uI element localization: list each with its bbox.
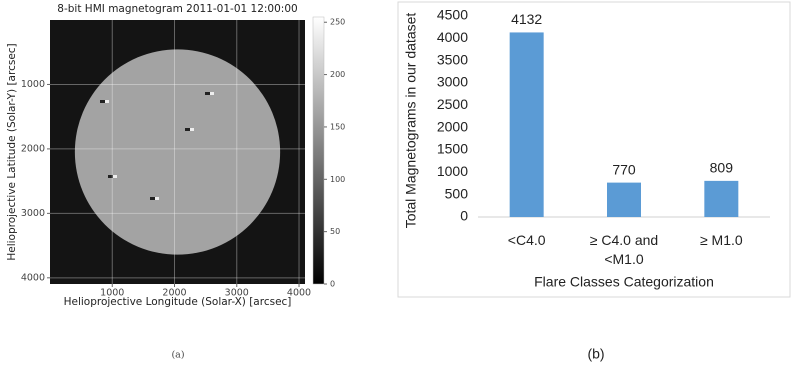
colorbar-tick-label: 200: [330, 70, 345, 79]
bar: [510, 32, 544, 217]
caption: (b): [587, 346, 604, 362]
data-label: 4132: [511, 11, 542, 27]
y-tick-label: 1000: [437, 163, 468, 179]
y-tick-label: 3000: [437, 74, 468, 90]
colorbar-tick-label: 0: [330, 280, 335, 289]
x-tick-label: ≥ M1.0: [671, 231, 771, 250]
data-label: 770: [612, 161, 636, 177]
caption: (a): [171, 350, 184, 361]
y-axis-label: Helioprojective Latitude (Solar-Y) [arcs…: [6, 43, 18, 260]
x-tick-label-box: <C4.0: [477, 231, 577, 275]
active-region: [185, 128, 190, 131]
active-region: [210, 92, 214, 95]
y-tick-label: 4000: [437, 29, 468, 45]
x-axis-label: Helioprojective Longitude (Solar-X) [arc…: [64, 296, 292, 308]
bar: [704, 181, 738, 217]
y-tick-label: 2000: [437, 118, 468, 134]
x-tick-label-box: ≥ M1.0: [671, 231, 771, 275]
colorbar-tick-label: 100: [330, 175, 345, 184]
y-tick-label: 3500: [437, 51, 468, 67]
colorbar-tick-label: 50: [330, 227, 340, 236]
y-tick-label: 4000: [21, 272, 45, 283]
active-region: [100, 100, 105, 103]
y-tick-label: 1000: [21, 79, 45, 90]
x-axis-label: Flare Classes Categorization: [534, 274, 714, 290]
x-tick-label: ≥ C4.0 and <M1.0: [574, 231, 674, 269]
active-region: [105, 100, 109, 103]
active-region: [113, 175, 117, 178]
chart-title: 8-bit HMI magnetogram 2011-01-01 12:00:0…: [57, 3, 297, 15]
figure: 8-bit HMI magnetogram 2011-01-01 12:00:0…: [0, 0, 800, 371]
colorbar: [313, 17, 324, 284]
y-tick-label: 1500: [437, 141, 468, 157]
active-region: [155, 197, 159, 200]
y-tick-label: 0: [460, 208, 468, 224]
x-tick-label-box: ≥ C4.0 and <M1.0: [574, 231, 674, 275]
active-region: [150, 197, 155, 200]
y-tick-label: 3000: [21, 208, 45, 219]
y-axis-label: Total Magnetograms in our dataset: [403, 13, 419, 229]
solar-disk: [75, 49, 280, 254]
panel-a: 8-bit HMI magnetogram 2011-01-01 12:00:0…: [6, 3, 345, 361]
x-tick-label: <C4.0: [477, 231, 577, 250]
active-region: [205, 92, 210, 95]
y-tick-label: 2000: [21, 143, 45, 154]
active-region: [190, 128, 194, 131]
colorbar-tick-label: 150: [330, 122, 345, 131]
y-tick-label: 4500: [437, 7, 468, 23]
bar: [607, 183, 641, 217]
y-tick-label: 2500: [437, 96, 468, 112]
data-label: 809: [710, 160, 734, 176]
colorbar-tick-label: 250: [330, 18, 345, 27]
y-tick-label: 500: [445, 185, 469, 201]
